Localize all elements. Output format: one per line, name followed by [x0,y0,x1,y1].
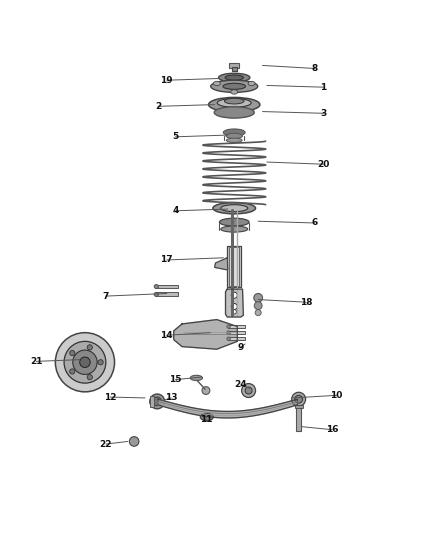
Bar [228,337,245,341]
Circle shape [80,357,90,367]
Text: 9: 9 [237,343,244,352]
Circle shape [232,310,237,314]
Circle shape [87,375,92,379]
Ellipse shape [217,99,251,107]
Ellipse shape [154,285,159,288]
Ellipse shape [223,83,246,90]
Text: 13: 13 [165,393,177,402]
Bar [229,247,240,286]
Ellipse shape [223,129,245,136]
Text: 14: 14 [160,331,173,340]
Polygon shape [226,289,244,317]
Text: 1: 1 [320,83,327,92]
Text: 4: 4 [172,206,179,215]
Circle shape [73,350,97,375]
Ellipse shape [219,218,249,226]
Circle shape [64,341,106,383]
Bar [232,67,237,71]
Circle shape [55,333,115,392]
Circle shape [295,395,303,403]
Text: 6: 6 [311,219,318,228]
Ellipse shape [190,375,202,381]
Bar [228,325,245,328]
Ellipse shape [227,337,230,341]
Circle shape [129,437,139,446]
Ellipse shape [211,80,258,92]
Text: 12: 12 [104,393,117,401]
Bar [228,331,245,334]
Text: 15: 15 [169,375,182,384]
Ellipse shape [226,133,243,139]
Text: 22: 22 [99,440,112,449]
Text: 17: 17 [160,255,173,264]
Ellipse shape [213,203,255,214]
Circle shape [242,384,255,398]
Ellipse shape [224,98,244,104]
Ellipse shape [231,90,238,94]
Bar [155,285,178,288]
Ellipse shape [214,107,254,118]
Circle shape [245,387,252,394]
Circle shape [231,303,237,310]
Ellipse shape [225,75,244,80]
Circle shape [87,345,92,350]
Text: 11: 11 [200,415,212,424]
Ellipse shape [221,205,248,212]
Bar [296,405,301,431]
Circle shape [292,392,306,406]
Circle shape [150,394,165,409]
Ellipse shape [221,226,248,232]
Polygon shape [215,258,228,270]
Text: 20: 20 [317,160,330,169]
Bar [295,405,303,408]
Text: 10: 10 [330,391,343,400]
Text: 16: 16 [326,425,339,434]
Circle shape [254,294,262,302]
Bar [230,63,239,68]
Text: 8: 8 [311,64,318,73]
Ellipse shape [208,98,260,112]
Bar [150,396,154,407]
Polygon shape [174,320,237,349]
Ellipse shape [213,82,220,86]
Ellipse shape [227,331,230,334]
Circle shape [153,397,162,406]
Text: 24: 24 [234,379,247,389]
Bar [155,293,178,296]
Ellipse shape [227,325,230,328]
Circle shape [255,310,261,316]
Circle shape [202,386,210,394]
Circle shape [70,350,75,356]
Text: 7: 7 [102,292,109,301]
Text: 18: 18 [300,298,312,306]
Polygon shape [158,399,297,418]
Circle shape [231,292,237,298]
Text: 21: 21 [30,357,42,366]
Text: 19: 19 [160,76,173,85]
Ellipse shape [226,138,242,142]
Circle shape [254,302,262,310]
Text: 5: 5 [172,132,179,141]
Ellipse shape [200,414,213,421]
Ellipse shape [248,82,255,86]
Circle shape [98,360,103,365]
Circle shape [70,369,75,374]
Text: 3: 3 [320,109,327,118]
Text: 2: 2 [155,102,161,111]
Bar [227,246,241,287]
Ellipse shape [219,73,250,82]
Ellipse shape [154,293,159,296]
